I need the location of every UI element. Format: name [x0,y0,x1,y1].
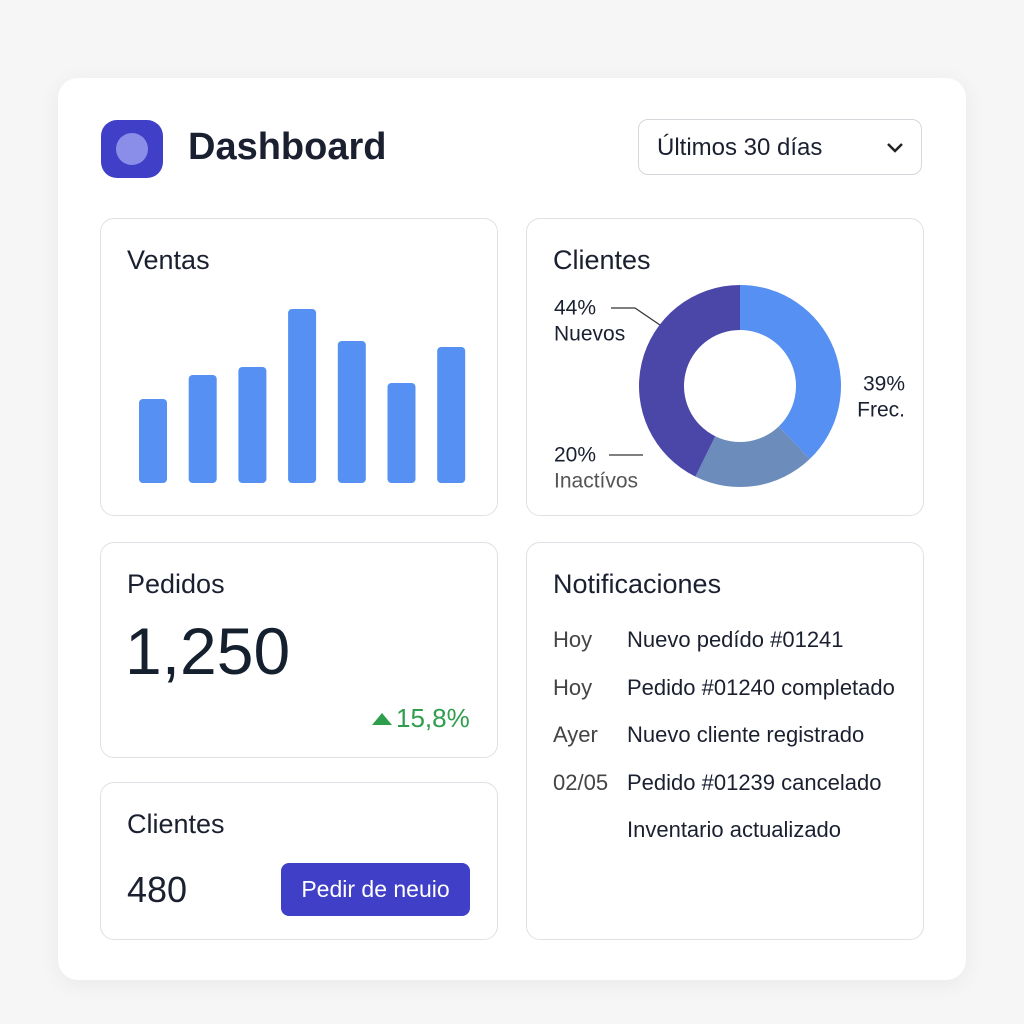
value-label: 44% [554,297,596,320]
notification-text: Nuevo pedído #01241 [627,627,844,652]
bar [188,375,217,483]
bar [387,383,416,483]
period-label: Últimos 30 días [657,134,823,161]
logo-dot [116,133,148,165]
card-title: Pedidos [127,569,225,599]
legend-label: Inactívos [554,470,638,493]
title: Dashboard [188,126,387,168]
bar [139,399,167,483]
legend-label: Frec. [857,399,905,422]
leader-line [611,307,661,326]
bar-chart [139,309,466,483]
notification-text: Pedido #01240 completado [627,674,895,700]
card-title: Clientes [553,245,651,275]
legend-label: Nuevos [554,323,625,346]
notification-date: Ayer [553,722,598,747]
pedidos-card: Pedidos 1,250 15,8% [100,542,498,758]
clients-value: 480 [127,869,188,910]
donut-chart: 39% Frec. 20% Inactívos 44% Nuevos [554,285,905,493]
clientes-card: Clientes 480 Pedir de neuio [100,782,498,940]
donut-slice [639,285,740,477]
orders-value: 1,250 [125,614,291,688]
card-title: Notificaciones [553,569,722,599]
notification-text: Inventario actualizado [627,817,842,842]
period-select[interactable]: Últimos 30 días [638,119,922,175]
notification-date: Hoy [553,627,593,652]
bar [337,341,366,483]
notification-text: Nuevo cliente registrado [627,722,865,747]
bar [238,367,267,483]
card-title: Clientes [127,809,225,839]
notifications-card: Notificaciones Hoy Nuevo pedído #01241 Hoy… [526,542,924,940]
donut-slice [740,285,841,460]
notification-text: Pedido #01239 cancelado [627,769,882,795]
value-label: 20% [554,444,596,467]
notification-date: Hoy [553,674,593,700]
donut-slice [695,426,810,487]
orders-change: 15,8% [396,703,470,733]
bar [437,347,466,483]
up-arrow [372,713,392,725]
logo [101,120,163,178]
value-label: 39% [863,373,905,396]
chevron [887,143,903,153]
new-order-button[interactable]: Pedir de neuio [281,863,470,916]
bar [288,309,317,483]
notification-date: 02/05 [553,769,609,795]
clientes-chart-card: Clientes 39% Frec. 20% Inactívos 44% Nuevos [526,218,924,516]
ventas-card: Ventas [100,218,498,516]
card-title: Ventas [127,245,210,275]
